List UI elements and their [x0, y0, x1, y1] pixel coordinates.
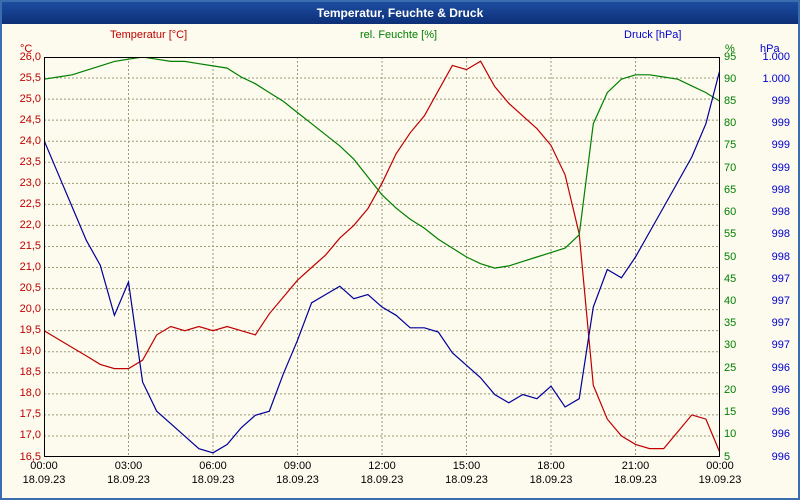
humidity-axis-tick: 50: [724, 250, 737, 263]
time-axis-tick: 18:00: [537, 460, 565, 472]
humidity-axis-tick: 85: [724, 94, 737, 107]
date-axis-tick: 18.09.23: [360, 474, 404, 486]
temperature-axis-tick: 22,5: [19, 197, 41, 210]
pressure-axis-tick: 996: [771, 406, 790, 419]
pressure-axis-tick: 998: [771, 228, 790, 241]
pressure-axis-tick: 997: [771, 294, 790, 307]
temperature-axis-tick: 23,0: [19, 176, 41, 189]
pressure-axis-tick: 998: [771, 250, 790, 263]
temperature-axis-tick: 26,0: [19, 50, 41, 63]
pressure-axis-tick: 999: [771, 117, 790, 130]
humidity-line: [44, 57, 720, 269]
legend-temperature: Temperatur [°C]: [110, 29, 188, 41]
temperature-axis-tick: 25,5: [19, 71, 41, 84]
plot-border: [44, 57, 720, 457]
pressure-axis-tick: 999: [771, 139, 790, 152]
humidity-axis-tick: 10: [724, 428, 737, 441]
pressure-axis-tick: 999: [771, 161, 790, 174]
date-axis-tick: 18.09.23: [445, 474, 488, 486]
time-axis-tick: 00:00: [30, 460, 58, 472]
temperature-axis-tick: 16,5: [19, 450, 41, 463]
temperature-axis-tick: 22,0: [19, 218, 41, 231]
time-axis-tick: 09:00: [283, 460, 312, 472]
date-axis-tick: 19.09.23: [698, 474, 742, 486]
legend-humidity: rel. Feuchte [%]: [360, 29, 438, 41]
time-axis-tick: 21:00: [621, 460, 650, 472]
date-axis-tick: 18.09.23: [191, 474, 235, 486]
time-axis-tick: 00:00: [706, 460, 734, 472]
title-bar[interactable]: Temperatur, Feuchte & Druck: [2, 2, 798, 24]
date-axis-tick: 18.09.23: [529, 474, 573, 486]
pressure-axis-tick: 997: [771, 272, 790, 285]
humidity-axis-tick: 15: [724, 406, 737, 419]
humidity-axis-tick: 55: [724, 228, 737, 241]
humidity-axis-tick: 40: [724, 294, 737, 307]
pressure-axis-tick: 998: [771, 206, 790, 219]
humidity-axis-tick: 20: [724, 383, 737, 396]
chart-region: Temperatur [°C] rel. Feuchte [%] Druck […: [2, 24, 798, 498]
humidity-axis-tick: 5: [724, 450, 731, 463]
temperature-unit-label: °C: [20, 43, 33, 55]
humidity-axis-tick: 75: [724, 139, 737, 152]
window-title: Temperatur, Feuchte & Druck: [316, 6, 484, 20]
time-axis-tick: 03:00: [114, 460, 143, 472]
time-axis-tick: 15:00: [452, 460, 481, 472]
humidity-unit-label: %: [725, 43, 735, 55]
pressure-axis-tick: 997: [771, 317, 790, 330]
date-axis-tick: 18.09.23: [614, 474, 657, 486]
temperature-axis-tick: 23,5: [19, 155, 41, 168]
pressure-axis-tick: 996: [771, 450, 790, 463]
pressure-axis-tick: 996: [771, 383, 790, 396]
humidity-axis-tick: 60: [724, 206, 737, 219]
humidity-axis-tick: 30: [724, 339, 737, 352]
temperature-axis-tick: 18,5: [19, 366, 41, 379]
pressure-axis-tick: 997: [771, 339, 790, 352]
time-axis-tick: 06:00: [199, 460, 227, 472]
humidity-axis-tick: 35: [724, 317, 737, 330]
pressure-axis-tick: 996: [771, 361, 790, 374]
humidity-axis-tick: 70: [724, 161, 737, 174]
date-axis-tick: 18.09.23: [276, 474, 319, 486]
pressure-axis-tick: 998: [771, 183, 790, 196]
chart-canvas: [44, 57, 720, 457]
humidity-axis-tick: 25: [724, 361, 737, 374]
pressure-axis-tick: 996: [771, 428, 790, 441]
humidity-axis-tick: 95: [724, 50, 737, 63]
humidity-axis-tick: 65: [724, 183, 737, 196]
temperature-axis-tick: 18,0: [19, 387, 41, 400]
date-axis-tick: 18.09.23: [107, 474, 150, 486]
temperature-axis-tick: 24,5: [19, 113, 41, 126]
humidity-axis-tick: 90: [724, 72, 737, 85]
date-axis-tick: 18.09.23: [22, 474, 66, 486]
temperature-axis-tick: 24,0: [19, 134, 41, 147]
pressure-unit-label: hPa: [760, 43, 780, 55]
temperature-axis-tick: 20,0: [19, 303, 41, 316]
temperature-axis-tick: 19,5: [19, 324, 41, 337]
temperature-axis-tick: 19,0: [19, 345, 41, 358]
temperature-line: [44, 60, 720, 454]
pressure-axis-tick: 999: [771, 94, 790, 107]
pressure-axis-tick: 1.000: [762, 50, 790, 63]
temperature-axis-tick: 21,0: [19, 261, 41, 274]
humidity-axis-tick: 45: [724, 272, 737, 285]
temperature-axis-tick: 20,5: [19, 282, 41, 295]
time-axis-tick: 12:00: [368, 460, 396, 472]
pressure-axis-tick: 1.000: [762, 72, 790, 85]
temperature-axis-tick: 21,5: [19, 239, 41, 252]
temperature-axis-tick: 17,5: [19, 408, 41, 421]
pressure-line: [44, 69, 720, 454]
humidity-axis-tick: 80: [724, 117, 737, 130]
temperature-axis-tick: 25,0: [19, 92, 41, 105]
legend-pressure: Druck [hPa]: [624, 29, 682, 41]
temperature-axis-tick: 17,0: [19, 429, 41, 442]
